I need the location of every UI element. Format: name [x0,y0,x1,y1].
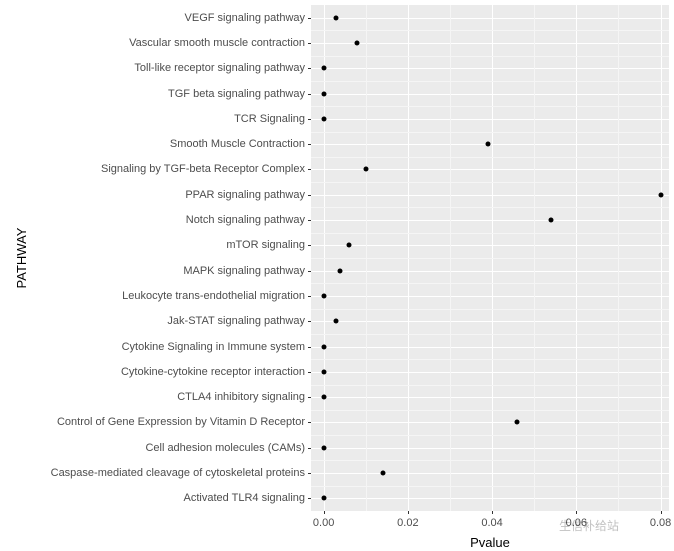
y-tick-label: CTLA4 inhibitory signaling [177,391,305,403]
y-tick-label: Vascular smooth muscle contraction [129,37,305,49]
y-axis-title: PATHWAY [14,228,29,289]
data-point [321,344,326,349]
data-point [321,445,326,450]
y-tick-label: Cell adhesion molecules (CAMs) [145,442,305,454]
y-tick-label: VEGF signaling pathway [185,12,305,24]
y-tick-label: Jak-STAT signaling pathway [167,315,305,327]
y-tick-label: MAPK signaling pathway [183,265,305,277]
x-tick-label: 0.00 [313,517,334,529]
y-tick-label: Notch signaling pathway [186,214,305,226]
data-point [515,420,520,425]
y-tick-label: TCR Signaling [234,113,305,125]
x-tick-label: 0.08 [650,517,671,529]
y-tick-label: Caspase-mediated cleavage of cytoskeleta… [51,467,305,479]
data-point [334,319,339,324]
watermark: 生信补给站 [559,517,619,534]
data-point [321,66,326,71]
data-point [363,167,368,172]
data-point [321,395,326,400]
data-point [321,293,326,298]
data-point [321,91,326,96]
x-axis-title: Pvalue [470,535,510,550]
y-tick-label: Control of Gene Expression by Vitamin D … [57,416,305,428]
data-point [321,496,326,501]
x-tick-label: 0.04 [481,517,502,529]
y-tick-label: TGF beta signaling pathway [168,88,305,100]
data-point [334,15,339,20]
y-tick-label: Leukocyte trans-endothelial migration [122,290,305,302]
y-tick-label: Cytokine Signaling in Immune system [122,341,305,353]
y-tick-label: Toll-like receptor signaling pathway [134,62,305,74]
data-point [321,369,326,374]
y-tick-label: mTOR signaling [226,239,305,251]
data-point [485,142,490,147]
data-point [549,218,554,223]
data-point [346,243,351,248]
y-tick-label: Smooth Muscle Contraction [170,138,305,150]
x-tick-label: 0.02 [397,517,418,529]
y-tick-label: Cytokine-cytokine receptor interaction [121,366,305,378]
data-point [321,116,326,121]
y-tick-label: Signaling by TGF-beta Receptor Complex [101,163,305,175]
y-tick-label: Activated TLR4 signaling [184,492,305,504]
data-point [380,471,385,476]
data-point [355,40,360,45]
data-point [338,268,343,273]
pathway-pvalue-chart: Activated TLR4 signaling Caspase-mediated… [0,0,674,551]
y-tick-label: PPAR signaling pathway [185,189,305,201]
data-point [658,192,663,197]
